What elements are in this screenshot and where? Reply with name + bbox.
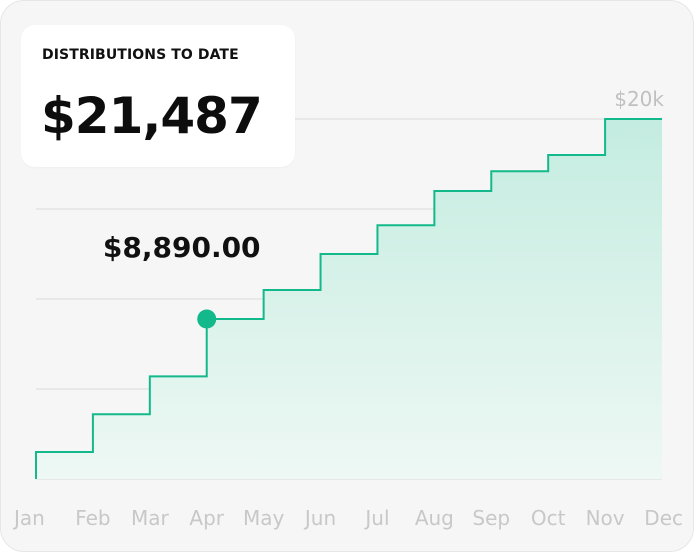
highlight-value-label: $8,890.00 [103, 231, 261, 264]
x-tick-label: Nov [586, 506, 625, 530]
x-tick-label: May [243, 506, 285, 530]
x-tick-label: Oct [531, 506, 566, 530]
cumulative-step-line [35, 118, 662, 479]
x-tick-label: Apr [189, 506, 224, 530]
x-tick-label: Feb [75, 506, 110, 530]
x-tick-label: Dec [644, 506, 683, 530]
summary-label: DISTRIBUTIONS TO DATE [42, 47, 239, 63]
summary-panel: DISTRIBUTIONS TO DATE $21,487 [21, 25, 295, 167]
highlight-point[interactable] [197, 309, 217, 329]
area-fill [36, 119, 662, 479]
y-max-label: $20k [614, 87, 664, 111]
x-tick-label: Jul [363, 506, 389, 530]
x-tick-label: Sep [472, 506, 510, 530]
x-tick-label: Jun [303, 506, 336, 530]
x-axis-labels: Jan Feb Mar Apr May Jun Jul Aug Sep Oct Nov Dec [12, 506, 683, 530]
x-tick-label: Mar [131, 506, 170, 530]
summary-value: $21,487 [41, 87, 263, 145]
x-tick-label: Aug [415, 506, 454, 530]
x-tick-label: Jan [12, 506, 45, 530]
